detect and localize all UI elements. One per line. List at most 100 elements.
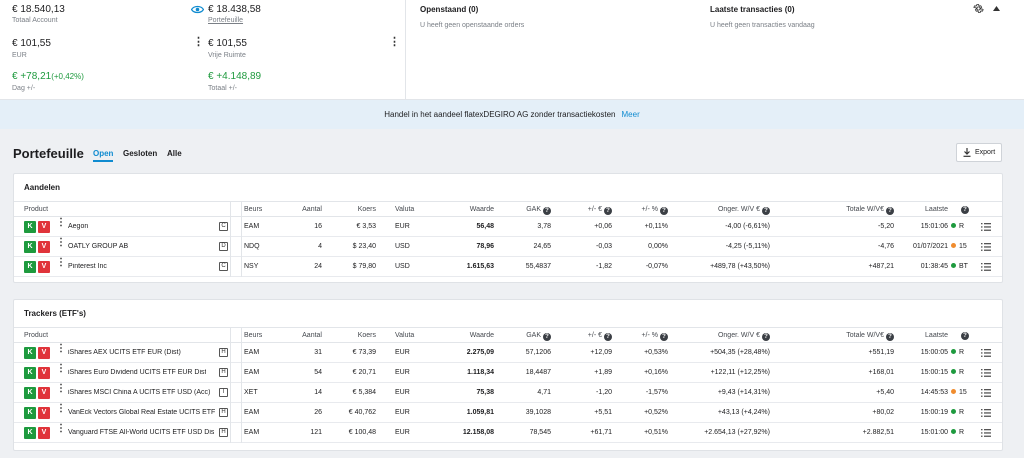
product-name[interactable]: Aegon (68, 223, 89, 230)
column-header-totale[interactable]: Totale W/V€? (846, 332, 894, 341)
table-row[interactable]: K V ⋮ Aegon C EAM 16 € 3,53 EUR 56,48 3,78 +0,06 +0,… (14, 217, 1002, 237)
help-icon[interactable]: ? (762, 333, 770, 341)
column-header-beurs[interactable]: Beurs (244, 206, 262, 213)
table-row[interactable]: K V ⋮ iShares Euro Dividend UCITS ETF EUR D… (14, 363, 1002, 383)
table-row[interactable]: K V ⋮ VanEck Vectors Global Real Estate UCI… (14, 403, 1002, 423)
sell-button[interactable]: V (38, 367, 50, 379)
product-name[interactable]: Vanguard FTSE All-World UCITS ETF USD Di… (68, 429, 215, 436)
help-icon[interactable]: ? (886, 333, 894, 341)
export-button[interactable]: Export (956, 143, 1002, 162)
column-header-aantal[interactable]: Aantal (302, 206, 322, 213)
sell-button[interactable]: V (38, 407, 50, 419)
row-menu-icon[interactable] (981, 223, 991, 231)
column-header-totale[interactable]: Totale W/V€? (846, 206, 894, 215)
sell-button[interactable]: V (38, 241, 50, 253)
free-space-more-icon[interactable]: ⋮ (389, 36, 400, 48)
column-header-pm_pct[interactable]: +/- %? (641, 206, 668, 215)
transactions-title: Laatste transacties (0) (710, 5, 795, 14)
column-header-laatste[interactable]: Laatste (925, 332, 948, 339)
row-menu-icon[interactable] (981, 349, 991, 357)
banner-more-link[interactable]: Meer (621, 110, 640, 119)
column-header-valuta[interactable]: Valuta (395, 332, 414, 339)
cell-gak: 55,4837 (525, 263, 551, 270)
help-icon[interactable]: ? (886, 207, 894, 215)
buy-button[interactable]: K (24, 407, 36, 419)
collapse-caret-icon[interactable] (993, 6, 1000, 11)
column-header-product[interactable]: Product (24, 206, 48, 213)
product-name[interactable]: iShares AEX UCITS ETF EUR (Dist) (68, 349, 181, 356)
column-header-waarde[interactable]: Waarde (470, 206, 494, 213)
row-menu-icon[interactable] (981, 389, 991, 397)
eye-icon[interactable] (191, 5, 204, 14)
product-name[interactable]: OATLY GROUP AB (68, 243, 129, 250)
column-header-waarde[interactable]: Waarde (470, 332, 494, 339)
buy-button[interactable]: K (24, 221, 36, 233)
product-name[interactable]: iShares Euro Dividend UCITS ETF EUR Dist (68, 369, 207, 376)
column-header-pm_eur[interactable]: +/- €? (588, 206, 612, 215)
table-row[interactable]: K V ⋮ Pinterest Inc C NSY 24 $ 79,80 USD 1.615,63… (14, 257, 1002, 277)
buy-button[interactable]: K (24, 261, 36, 273)
buy-button[interactable]: K (24, 241, 36, 253)
column-header-pm_eur[interactable]: +/- €? (588, 332, 612, 341)
sell-button[interactable]: V (38, 427, 50, 439)
row-menu-icon[interactable] (981, 263, 991, 271)
help-icon[interactable]: ? (660, 333, 668, 341)
gear-icon[interactable] (973, 3, 984, 14)
eur-more-icon[interactable]: ⋮ (193, 36, 204, 48)
product-name[interactable]: Pinterest Inc (68, 263, 107, 270)
tab-closed[interactable]: Gesloten (123, 149, 158, 158)
column-header-onger[interactable]: Onger. W/V €? (718, 332, 770, 341)
tab-all[interactable]: Alle (167, 149, 182, 158)
table-row[interactable]: K V ⋮ OATLY GROUP AB D NDQ 4 $ 23,40 USD 78,96 24,… (14, 237, 1002, 257)
column-header-beurs[interactable]: Beurs (244, 332, 262, 339)
help-icon[interactable]: ? (543, 333, 551, 341)
column-header-product[interactable]: Product (24, 332, 48, 339)
row-menu-icon[interactable] (981, 369, 991, 377)
row-more-icon[interactable]: ⋮ (56, 343, 66, 354)
product-name[interactable]: iShares MSCI China A UCITS ETF USD (Acc) (68, 389, 211, 396)
sell-button[interactable]: V (38, 261, 50, 273)
column-header-gak[interactable]: GAK? (526, 332, 551, 341)
sell-button[interactable]: V (38, 347, 50, 359)
row-more-icon[interactable]: ⋮ (56, 257, 66, 268)
buy-button[interactable]: K (24, 347, 36, 359)
row-menu-icon[interactable] (981, 409, 991, 417)
row-more-icon[interactable]: ⋮ (56, 423, 66, 434)
help-icon[interactable]: ? (543, 207, 551, 215)
tab-open[interactable]: Open (93, 149, 114, 162)
row-menu-icon[interactable] (981, 429, 991, 437)
column-header-koers[interactable]: Koers (358, 206, 376, 213)
column-header-onger[interactable]: Onger. W/V €? (718, 206, 770, 215)
sell-button[interactable]: V (38, 387, 50, 399)
help-icon[interactable]: ? (762, 207, 770, 215)
column-header-gak[interactable]: GAK? (526, 206, 551, 215)
portfolio-link[interactable]: Portefeuille (208, 17, 244, 24)
cell-time: 15:00:15 (920, 369, 948, 376)
row-more-icon[interactable]: ⋮ (56, 363, 66, 374)
column-header-valuta[interactable]: Valuta (395, 206, 414, 213)
buy-button[interactable]: K (24, 427, 36, 439)
product-name[interactable]: VanEck Vectors Global Real Estate UCITS … (68, 409, 216, 416)
cell-gak: 57,1206 (525, 349, 551, 356)
row-more-icon[interactable]: ⋮ (56, 403, 66, 414)
row-more-icon[interactable]: ⋮ (56, 383, 66, 394)
column-header-koers[interactable]: Koers (358, 332, 376, 339)
help-icon[interactable]: ? (604, 207, 612, 215)
row-menu-icon[interactable] (981, 243, 991, 251)
help-icon[interactable]: ? (604, 333, 612, 341)
row-more-icon[interactable]: ⋮ (56, 217, 66, 228)
buy-button[interactable]: K (24, 367, 36, 379)
table-row[interactable]: K V ⋮ Vanguard FTSE All-World UCITS ETF USD… (14, 423, 1002, 443)
table-row[interactable]: K V ⋮ iShares MSCI China A UCITS ETF USD (A… (14, 383, 1002, 403)
row-more-icon[interactable]: ⋮ (56, 237, 66, 248)
column-header-laatste[interactable]: Laatste (925, 206, 948, 213)
help-icon[interactable]: ? (961, 206, 969, 214)
status-dot (951, 389, 956, 394)
column-header-pm_pct[interactable]: +/- %? (641, 332, 668, 341)
buy-button[interactable]: K (24, 387, 36, 399)
table-row[interactable]: K V ⋮ iShares AEX UCITS ETF EUR (Dist) H EAM 3… (14, 343, 1002, 363)
column-header-aantal[interactable]: Aantal (302, 332, 322, 339)
help-icon[interactable]: ? (961, 332, 969, 340)
sell-button[interactable]: V (38, 221, 50, 233)
help-icon[interactable]: ? (660, 207, 668, 215)
